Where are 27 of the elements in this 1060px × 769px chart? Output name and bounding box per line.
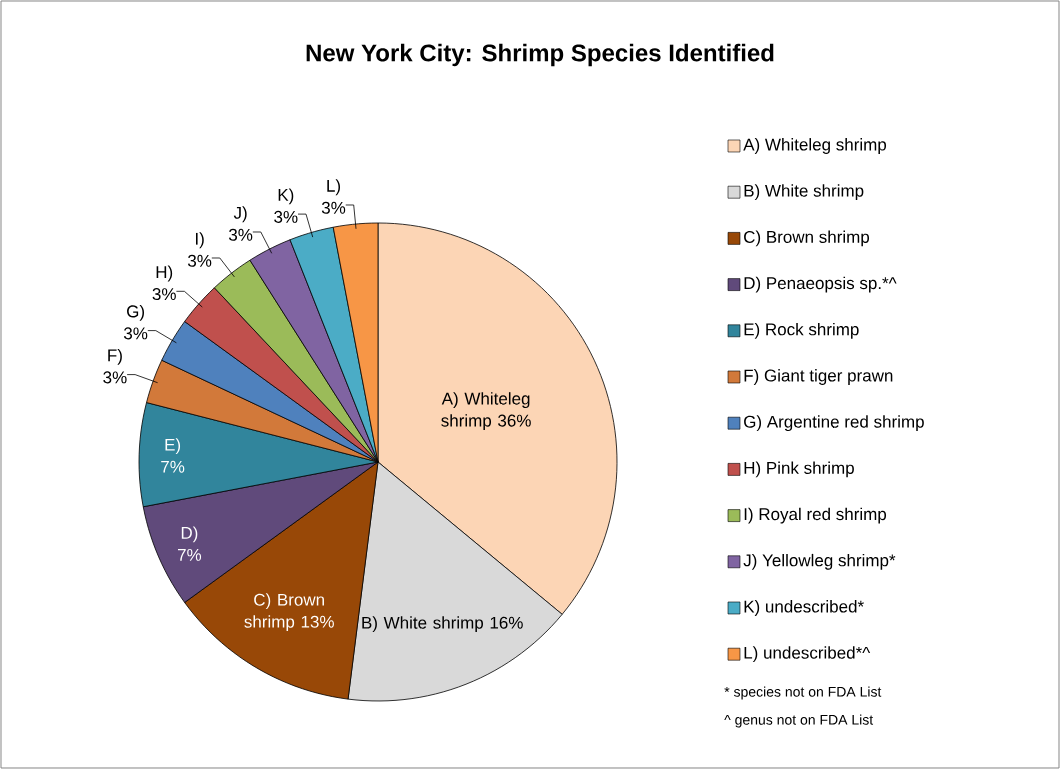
data-label: K) 3%	[274, 188, 298, 223]
legend-label: G) Argentine red shrimp	[744, 415, 924, 432]
data-label: A) Whiteleg shrimp 36%	[441, 392, 531, 431]
chart-title: New York City: Shrimp Species Identified	[306, 43, 774, 67]
text: ^ genus not on FDA List	[724, 714, 874, 728]
data-label: E) 7%	[161, 438, 185, 473]
data-label: H) 3%	[152, 265, 176, 301]
legend-label: I) Royal red shrimp	[744, 507, 887, 524]
data-label: G) 3%	[123, 304, 148, 340]
legend-label: L) undescribed*^	[744, 646, 871, 663]
text: * species not on FDA List	[724, 686, 882, 700]
legend-label: C) Brown shrimp	[744, 230, 870, 247]
data-label: J) 3%	[228, 206, 253, 241]
legend-label: E) Rock shrimp	[744, 322, 859, 339]
data-label: I) 3%	[187, 232, 212, 267]
legend-label: A) Whiteleg shrimp	[743, 138, 887, 154]
legend-label: J) Yellowleg shrimp*	[743, 553, 896, 570]
legend-label: D) Penaeopsis sp.*^	[744, 276, 897, 293]
legend-label: H) Pink shrimp	[744, 461, 854, 478]
legend-label: F) Giant tiger prawn	[744, 369, 893, 385]
data-label: D) 7%	[178, 526, 202, 561]
legend-label: B) White shrimp	[744, 184, 864, 201]
data-label: F) 3%	[103, 348, 127, 384]
data-label: B) White shrimp 16%	[362, 616, 523, 633]
data-label: L) 3%	[321, 179, 346, 214]
data-label: C) Brown shrimp 13%	[244, 593, 334, 632]
legend-label: K) undescribed*	[744, 600, 864, 616]
